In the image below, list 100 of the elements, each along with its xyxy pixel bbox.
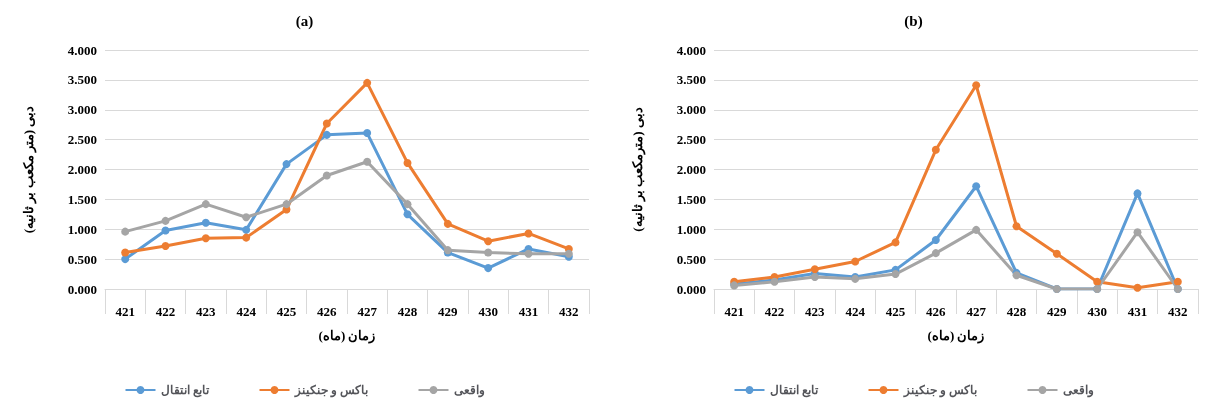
- chart-title: (b): [904, 12, 923, 30]
- x-tick-label: 426: [926, 304, 947, 319]
- x-tick-label: 431: [1127, 304, 1148, 319]
- point: [322, 119, 331, 128]
- point: [1173, 277, 1182, 286]
- y-tick-label: 0.000: [676, 281, 706, 297]
- x-tick-label: 425: [276, 304, 297, 319]
- point: [931, 145, 940, 154]
- point: [201, 218, 210, 227]
- point: [403, 158, 412, 167]
- point: [484, 237, 493, 246]
- chart-title: (a): [295, 12, 314, 30]
- point: [1012, 222, 1021, 231]
- point: [161, 216, 170, 225]
- point: [931, 249, 940, 258]
- y-tick-label: 1.500: [67, 191, 97, 207]
- point: [363, 157, 372, 166]
- point: [322, 130, 331, 139]
- point: [851, 257, 860, 266]
- y-tick-label: 2.500: [67, 132, 97, 148]
- point: [363, 78, 372, 87]
- point: [524, 249, 533, 258]
- point: [161, 241, 170, 250]
- point: [972, 225, 981, 234]
- point: [161, 226, 170, 235]
- x-tick-label: 430: [1087, 304, 1107, 319]
- y-tick-label: 1.000: [67, 221, 97, 237]
- y-tick-label: 2.500: [676, 132, 706, 148]
- legend-label: تابع انتقال: [160, 383, 210, 398]
- point: [443, 219, 452, 228]
- y-axis-title: دبی (متر مکعب بر ثانیه): [21, 105, 37, 234]
- point: [322, 171, 331, 180]
- x-tick-label: 430: [478, 304, 498, 319]
- x-axis-title: زمان (ماه): [318, 328, 376, 344]
- point: [810, 273, 819, 282]
- y-tick-label: 3.000: [676, 102, 706, 118]
- point: [403, 200, 412, 209]
- point: [1052, 249, 1061, 258]
- x-tick-label: 424: [236, 304, 257, 319]
- x-tick-label: 421: [115, 304, 135, 319]
- x-tick-label: 423: [805, 304, 826, 319]
- y-tick-label: 1.000: [676, 221, 706, 237]
- x-tick-label: 422: [155, 304, 176, 319]
- legend-label: باکس و جنکینز: [902, 383, 977, 398]
- x-tick-label: 428: [397, 304, 418, 319]
- point: [121, 248, 130, 257]
- x-tick-label: 432: [1168, 304, 1188, 319]
- point: [891, 238, 900, 247]
- x-tick-label: 427: [966, 304, 987, 319]
- point: [242, 213, 251, 222]
- y-tick-label: 4.000: [676, 42, 706, 58]
- x-tick-label: 427: [357, 304, 378, 319]
- point: [403, 210, 412, 219]
- y-tick-label: 4.000: [67, 42, 97, 58]
- y-axis-title: دبی (مترمکعب بر ثانیه): [630, 107, 646, 232]
- legend-label: تابع انتقال: [769, 383, 819, 398]
- point: [242, 233, 251, 242]
- x-tick-label: 424: [845, 304, 866, 319]
- x-tick-label: 426: [317, 304, 338, 319]
- x-tick-label: 429: [438, 304, 459, 319]
- legend-label: باکس و جنکینز: [293, 383, 368, 398]
- point: [121, 255, 130, 264]
- point: [282, 200, 291, 209]
- point: [810, 265, 819, 274]
- y-tick-label: 2.000: [67, 162, 97, 177]
- point: [242, 225, 251, 234]
- point: [524, 229, 533, 238]
- x-tick-label: 423: [196, 304, 217, 319]
- point: [972, 81, 981, 90]
- y-tick-label: 1.500: [676, 191, 706, 207]
- x-tick-label: 432: [559, 304, 579, 319]
- point: [484, 264, 493, 273]
- y-tick-label: 0.500: [67, 251, 97, 267]
- point: [891, 270, 900, 279]
- point: [1133, 283, 1142, 292]
- legend-label: واقعی: [453, 383, 485, 398]
- point: [972, 182, 981, 191]
- x-tick-label: 429: [1047, 304, 1068, 319]
- x-tick-label: 428: [1006, 304, 1027, 319]
- x-axis-title: زمان (ماه): [927, 328, 985, 344]
- point: [484, 248, 493, 257]
- y-tick-label: 0.500: [676, 251, 706, 267]
- point: [1093, 277, 1102, 286]
- point: [121, 227, 130, 236]
- y-tick-label: 2.000: [676, 162, 706, 177]
- point: [201, 200, 210, 209]
- point: [201, 234, 210, 243]
- point: [1133, 189, 1142, 198]
- x-tick-label: 425: [885, 304, 906, 319]
- point: [282, 160, 291, 169]
- x-tick-label: 421: [724, 304, 744, 319]
- y-tick-label: 3.000: [67, 102, 97, 118]
- x-tick-label: 431: [518, 304, 539, 319]
- point: [1133, 228, 1142, 237]
- point: [363, 129, 372, 138]
- legend-label: واقعی: [1062, 383, 1094, 398]
- y-tick-label: 3.500: [67, 72, 97, 88]
- x-tick-label: 422: [764, 304, 785, 319]
- y-tick-label: 0.000: [67, 281, 97, 297]
- y-tick-label: 3.500: [676, 72, 706, 88]
